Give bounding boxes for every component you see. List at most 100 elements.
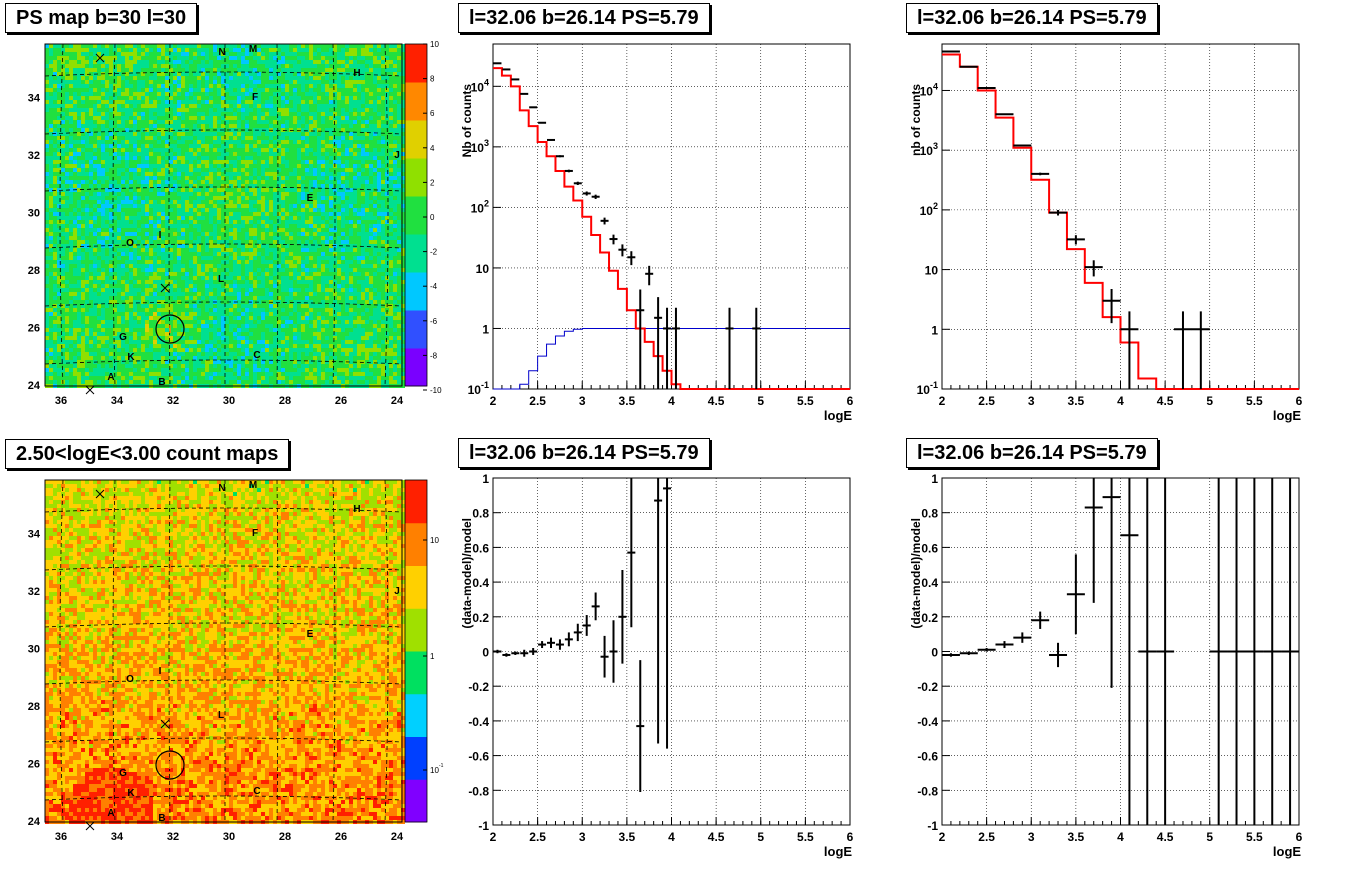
map-bottom-source-label: E <box>307 629 314 640</box>
map-top-source-label: E <box>307 193 314 204</box>
residual-right-x-tick-label: 2.5 <box>978 830 995 844</box>
residual-middle-x-tick-label: 3 <box>579 830 586 844</box>
map-bottom-source-label: K <box>127 788 135 799</box>
map-top-source-label: L <box>218 274 224 285</box>
map-top-y-tick-label: 32 <box>28 150 40 162</box>
map-top-colorbar-label: 6 <box>430 109 435 118</box>
spectrum-right-x-tick-label: 6 <box>1296 394 1303 408</box>
map-top-colorbar-label: 0 <box>430 213 435 222</box>
map-top-colorbar-label: -8 <box>430 351 438 360</box>
map-top-colorbar-band <box>405 82 427 121</box>
spectrum-right-y-tick-label: 10 <box>925 264 939 278</box>
map-bottom-x-tick-label: 24 <box>391 831 404 843</box>
spectrum-middle-x-label: logE <box>824 408 852 423</box>
map-top-grid-parallel <box>44 186 403 192</box>
map-bottom-grid-meridian <box>112 479 116 823</box>
map-bottom-colorbar-label: 10-1 <box>430 763 444 775</box>
spectrum-middle-background-line <box>493 327 850 390</box>
map-bottom-grid-parallel <box>44 622 403 628</box>
map-bottom-grid-meridian <box>332 479 336 823</box>
map-top-colorbar-label: 4 <box>430 144 435 153</box>
map-top-colorbar-label: -4 <box>430 282 438 291</box>
map-top-grid-meridian <box>168 43 171 387</box>
map-top-source-label: C <box>253 350 260 361</box>
residual-right-x-tick-label: 2 <box>939 830 946 844</box>
map-bottom-y-tick-label: 30 <box>28 644 40 656</box>
residual-middle-x-tick-label: 6 <box>847 830 854 844</box>
map-bottom-y-tick-label: 26 <box>28 759 40 771</box>
residual-right-y-tick-label: 1 <box>931 472 938 486</box>
map-bottom-colorbar-band <box>405 480 427 524</box>
map-bottom-grid-meridian <box>168 479 171 823</box>
residual-middle-x-tick-label: 2 <box>490 830 497 844</box>
map-top-x-tick-label: 32 <box>167 395 179 407</box>
residual-middle-y-tick-label: 0.2 <box>472 611 489 625</box>
map-top-grid-parallel <box>44 243 403 249</box>
map-bottom-grid-parallel <box>44 565 403 571</box>
map-bottom-x-tick-label: 26 <box>335 831 347 843</box>
map-top-grid-parallel <box>44 71 403 77</box>
spectrum-middle-y-tick-label: 102 <box>471 198 489 215</box>
map-top-frame <box>44 43 403 387</box>
spectrum-right-y-tick-label: 102 <box>920 201 938 218</box>
residual-middle-y-tick-label: -0.6 <box>468 750 489 764</box>
map-top-colorbar-label: 2 <box>430 178 435 187</box>
residual-right-y-tick-label: -0.6 <box>917 750 938 764</box>
map-bottom-y-tick-label: 34 <box>28 529 41 541</box>
spectrum-middle-x-tick-label: 6 <box>847 394 854 408</box>
residual-right-x-tick-label: 6 <box>1296 830 1303 844</box>
map-bottom-colorbar-label: 1 <box>430 652 435 661</box>
map-bottom-source-label: F <box>252 528 258 539</box>
map-top-source-label: M <box>249 44 257 55</box>
map-top-grid-parallel <box>44 301 403 307</box>
map-top-colorbar-label: 8 <box>430 75 435 84</box>
map-top-grid-parallel <box>44 359 403 365</box>
map-top-source-label: K <box>127 352 135 363</box>
map-top-source-label: F <box>252 92 258 103</box>
map-top-grid-meridian <box>332 43 336 387</box>
map-top-colorbar-label: -6 <box>430 317 438 326</box>
map-bottom-grid-parallel <box>44 737 403 743</box>
map-bottom-frame <box>44 479 403 823</box>
map-top-colorbar-band <box>405 158 427 197</box>
map-bottom-heatmap <box>45 480 405 824</box>
residual-middle-y-tick-label: 1 <box>482 472 489 486</box>
spectrum-middle-x-tick-label: 3 <box>579 394 586 408</box>
map-top-colorbar-band <box>405 44 427 83</box>
residual-middle-title: l=32.06 b=26.14 PS=5.79 <box>458 438 710 468</box>
residual-middle-y-tick-label: 0.6 <box>472 541 489 555</box>
map-bottom-source-label: N <box>218 483 225 494</box>
map-top-source-label: J <box>394 150 400 161</box>
spectrum-right-x-tick-label: 5.5 <box>1246 394 1263 408</box>
map-top-y-tick-label: 24 <box>28 380 41 392</box>
map-top-colorbar-band <box>405 310 427 349</box>
spectrum-right-x-tick-label: 5 <box>1206 394 1213 408</box>
map-top-source-label: A <box>107 372 114 383</box>
map-top-colorbar-label: -10 <box>430 386 442 395</box>
spectrum-middle-x-tick-label: 2.5 <box>529 394 546 408</box>
map-top-y-tick-label: 26 <box>28 323 40 335</box>
residual-right-y-tick-label: 0.2 <box>921 611 938 625</box>
spectrum-middle-y-label: Nb of counts <box>460 84 474 158</box>
map-bottom-x-tick-label: 36 <box>55 831 67 843</box>
map-top-colorbar-band <box>405 348 427 387</box>
map-bottom-colorbar-frame <box>404 479 428 823</box>
spectrum-middle-x-tick-label: 4.5 <box>708 394 725 408</box>
residual-right-y-tick-label: 0.4 <box>921 576 938 590</box>
residual-middle-y-tick-label: -0.2 <box>468 680 489 694</box>
residual-right-x-tick-label: 4 <box>1117 830 1124 844</box>
residual-right-y-tick-label: -0.2 <box>917 680 938 694</box>
map-bottom-source-label: M <box>249 480 257 491</box>
residual-right-title: l=32.06 b=26.14 PS=5.79 <box>906 438 1158 468</box>
map-top-x-tick-label: 36 <box>55 395 67 407</box>
residual-right-x-tick-label: 5 <box>1206 830 1213 844</box>
residual-middle-y-tick-label: -0.8 <box>468 784 489 798</box>
spectrum-right-x-tick-label: 4.5 <box>1157 394 1174 408</box>
map-top-cross-marker <box>85 385 95 395</box>
spectrum-right-x-tick-label: 3 <box>1028 394 1035 408</box>
map-bottom-colorbar-band <box>405 608 427 652</box>
map-top-x-tick-label: 30 <box>223 395 235 407</box>
map-top-colorbar-label: -2 <box>430 248 438 257</box>
map-top-cross-marker <box>160 283 170 293</box>
